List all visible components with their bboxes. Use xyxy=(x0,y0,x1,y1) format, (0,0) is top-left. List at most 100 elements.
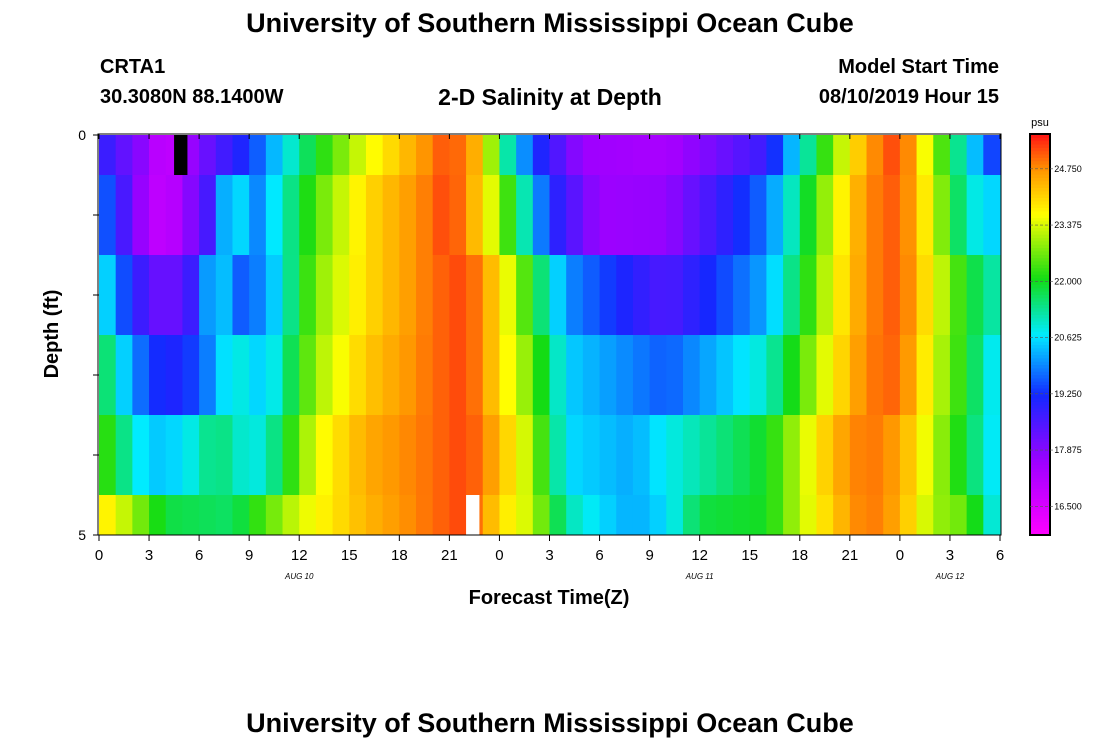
heatmap-cell xyxy=(365,135,384,176)
heatmap-cell xyxy=(532,335,551,416)
colorbar-segment xyxy=(1030,504,1050,509)
heatmap-cell xyxy=(332,415,350,496)
heatmap-cell xyxy=(499,175,517,256)
heatmap-cell xyxy=(699,415,717,496)
heatmap-cell xyxy=(983,415,1001,496)
heatmap-cell xyxy=(516,255,534,336)
x-tick-label: 15 xyxy=(341,547,358,564)
colorbar-segment xyxy=(1030,304,1050,309)
heatmap-cell xyxy=(966,255,984,336)
heatmap-cell xyxy=(816,495,834,536)
heatmap-cell xyxy=(466,415,484,496)
x-tick-label: 0 xyxy=(95,547,103,564)
heatmap-cell xyxy=(749,135,768,176)
colorbar-segment xyxy=(1030,247,1050,252)
heatmap-cell xyxy=(783,175,801,256)
heatmap-cell xyxy=(899,175,918,256)
colorbar-segment xyxy=(1030,387,1050,392)
heatmap-cell xyxy=(916,175,934,256)
heatmap-cell xyxy=(799,335,818,416)
heatmap-cell xyxy=(766,335,784,416)
heatmap-cell xyxy=(949,135,968,176)
colorbar-segment xyxy=(1030,401,1050,406)
heatmap-cell xyxy=(949,415,968,496)
heatmap-cell xyxy=(332,175,350,256)
heatmap-cell xyxy=(499,255,517,336)
heatmap-cell xyxy=(632,415,651,496)
colorbar-segment xyxy=(1030,361,1050,366)
heatmap-cell xyxy=(232,135,250,176)
heatmap-cell xyxy=(899,495,918,536)
x-tick-label: 3 xyxy=(545,547,553,564)
heatmap-cell xyxy=(766,495,784,536)
chart-title: 2-D Salinity at Depth xyxy=(438,84,662,110)
colorbar-segment xyxy=(1030,367,1050,372)
model-start-value: 08/10/2019 Hour 15 xyxy=(818,86,999,108)
heatmap-cell xyxy=(249,495,267,536)
heatmap-cell xyxy=(466,175,484,256)
colorbar-segment xyxy=(1030,518,1050,523)
heatmap-cell xyxy=(933,495,951,536)
heatmap-cell xyxy=(599,415,617,496)
x-tick-label: 9 xyxy=(245,547,253,564)
colorbar-tick-label: 20.625 xyxy=(1054,333,1082,343)
heatmap-cell xyxy=(132,335,150,416)
heatmap-cell xyxy=(149,135,167,176)
heatmap-cell xyxy=(666,255,684,336)
colorbar-segment xyxy=(1030,421,1050,426)
heatmap-cell xyxy=(315,175,334,256)
heatmap-cell xyxy=(632,495,651,536)
heatmap-cell xyxy=(516,335,534,416)
heatmap-cell xyxy=(766,175,784,256)
colorbar-segment xyxy=(1030,294,1050,299)
heatmap-cell xyxy=(432,255,450,336)
heatmap-cell xyxy=(699,255,717,336)
heatmap-cell xyxy=(365,255,384,336)
heatmap-cell xyxy=(733,495,751,536)
heatmap-cell xyxy=(799,255,818,336)
heatmap-cell xyxy=(783,335,801,416)
colorbar-segment xyxy=(1030,451,1050,456)
colorbar-segment xyxy=(1030,194,1050,198)
heatmap-cell xyxy=(182,175,200,256)
colorbar-segment xyxy=(1030,200,1050,205)
heatmap-cell xyxy=(682,335,701,416)
heatmap-cell xyxy=(549,415,567,496)
colorbar-segment xyxy=(1030,250,1050,255)
heatmap-cell xyxy=(282,255,300,336)
heatmap-cell xyxy=(182,255,200,336)
colorbar-segment xyxy=(1030,287,1050,292)
heatmap-cell xyxy=(849,495,868,536)
colorbar-segment xyxy=(1030,267,1050,272)
heatmap-cell xyxy=(449,415,467,496)
colorbar-segment xyxy=(1030,351,1050,356)
heatmap-cell xyxy=(382,175,400,256)
x-tick-label: 21 xyxy=(441,547,458,564)
heatmap-cell xyxy=(566,175,584,256)
heatmap-cell xyxy=(733,135,751,176)
heatmap-cell xyxy=(716,135,734,176)
colorbar-segment xyxy=(1030,134,1050,138)
heatmap-cell xyxy=(499,495,517,536)
colorbar-segment xyxy=(1030,431,1050,436)
heatmap-cell xyxy=(516,495,534,536)
colorbar-segment xyxy=(1030,281,1050,285)
heatmap-cell xyxy=(816,255,834,336)
colorbar-segment xyxy=(1030,314,1050,319)
colorbar-segment xyxy=(1030,180,1050,185)
y-tick-label: 5 xyxy=(78,527,86,543)
colorbar-segment xyxy=(1030,137,1050,142)
colorbar-tick-label: 17.875 xyxy=(1054,445,1082,455)
colorbar-segment xyxy=(1030,531,1050,536)
heatmap-cell xyxy=(699,335,717,416)
heatmap-cell xyxy=(966,415,984,496)
colorbar-segment xyxy=(1030,210,1050,215)
heatmap-cell xyxy=(399,135,417,176)
colorbar-segment xyxy=(1030,307,1050,312)
heatmap-cell xyxy=(883,135,901,176)
heatmap-cell xyxy=(382,415,400,496)
heatmap-cell xyxy=(516,175,534,256)
colorbar-segment xyxy=(1030,411,1050,416)
colorbar-segment xyxy=(1030,207,1050,212)
heatmap-cell xyxy=(916,255,934,336)
